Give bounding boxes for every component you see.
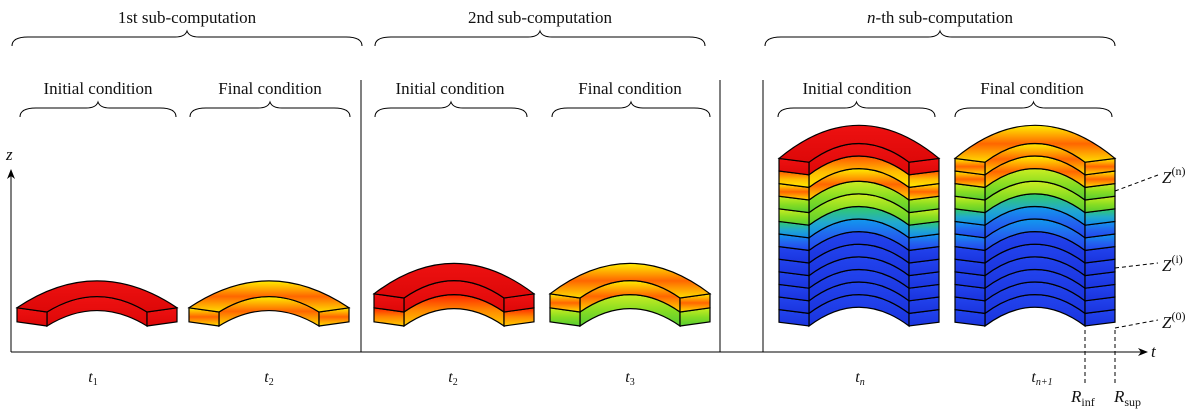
time-label-5: tn [855,369,864,388]
stack-6 [953,124,1117,328]
brace-2-initial [374,100,528,118]
subheader-n-initial: Initial condition [802,79,912,98]
brace-2-final [551,100,711,118]
time-label-3: t2 [448,369,457,388]
brace-n-initial [777,100,936,118]
brace-1 [11,29,363,47]
time-label-6: tn+1 [1031,369,1052,388]
subheader-n-final: Final condition [980,79,1084,98]
time-label-1: t1 [88,369,97,388]
z-axis-label: z [5,145,13,164]
brace-n [764,29,1116,47]
braces-group [11,29,1116,118]
r-sup-label: Rsup [1113,387,1141,409]
z-level-0-leader [1114,319,1159,329]
brace-1-initial [19,100,177,118]
header-1: 1st sub-computation [118,8,257,27]
subheader-1-initial: Initial condition [43,79,153,98]
brace-n-final [954,100,1113,118]
stack-top-surface [548,262,712,299]
header-2: 2nd sub-computation [468,8,613,27]
stack-2 [187,280,351,328]
stack-top-surface [777,124,941,163]
stack-5 [777,124,941,328]
z-level-i-leader [1114,262,1159,269]
z-level-i-label: Z(i) [1162,252,1183,275]
t-axis-label: t [1151,342,1157,361]
subheader-1-final: Final condition [218,79,322,98]
shapes-group [15,124,1117,328]
z-level-n-leader [1114,174,1159,192]
stack-4 [548,262,712,328]
brace-1-final [189,100,351,118]
time-label-4: t3 [625,369,634,388]
stack-top-surface [15,280,179,313]
subheader-2-initial: Initial condition [395,79,505,98]
stack-3 [372,262,536,328]
brace-2 [374,29,706,47]
z-level-n-label: Z(n) [1162,164,1185,187]
stack-top-surface [953,124,1117,163]
r-inf-label: Rinf [1070,387,1095,409]
header-n: n-th sub-computation [867,8,1013,27]
stack-top-surface [187,280,351,313]
time-label-2: t2 [264,369,273,388]
z-level-0-label: Z(0) [1162,309,1185,332]
stack-top-surface [372,262,536,299]
subheader-2-final: Final condition [578,79,682,98]
stack-1 [15,280,179,328]
